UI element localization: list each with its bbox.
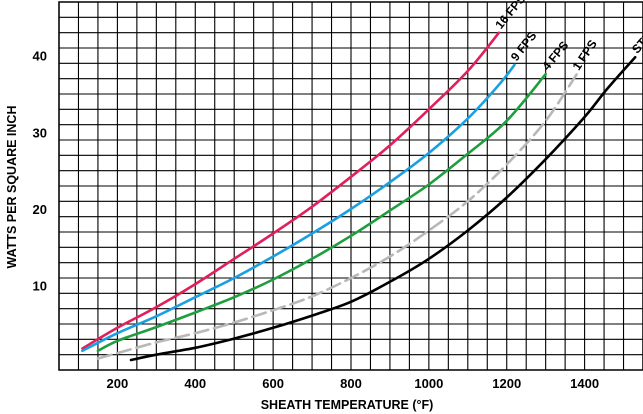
x-tick-label: 400 (184, 376, 206, 391)
x-tick-label: 1200 (492, 376, 521, 391)
x-tick-label: 1000 (414, 376, 443, 391)
series-label-1-fps: 1 FPS (570, 37, 600, 73)
x-tick-label: 800 (340, 376, 362, 391)
series-line-9-fps (81, 63, 516, 353)
series-line-16-fps (81, 31, 501, 350)
y-tick-label: 40 (33, 49, 47, 64)
series-label-16-fps: 16 FPS (492, 0, 528, 32)
series-label-4-fps: 4 FPS (539, 38, 571, 73)
series-label-still-air: STILL AIR (629, 4, 643, 56)
series-layer (81, 31, 637, 362)
x-tick-label: 600 (262, 376, 284, 391)
y-tick-label: 30 (33, 125, 47, 140)
x-tick-label: 200 (107, 376, 129, 391)
series-line-still-air (129, 55, 637, 362)
tick-labels: 200 400 600 800 1000 1200 1400 10 20 30 40 (33, 49, 600, 391)
x-axis-title: SHEATH TEMPERATURE (°F) (261, 398, 434, 412)
y-axis-title: WATTS PER SQUARE INCH (5, 106, 19, 269)
y-tick-label: 20 (33, 202, 47, 217)
plot-frame (58, 1, 643, 371)
grid (58, 1, 643, 371)
series-line-1-fps (96, 72, 579, 360)
x-tick-label: 1400 (570, 376, 599, 391)
series-line-4-fps (96, 72, 547, 353)
series-label-9-fps: 9 FPS (508, 29, 540, 64)
y-tick-label: 10 (33, 279, 47, 294)
